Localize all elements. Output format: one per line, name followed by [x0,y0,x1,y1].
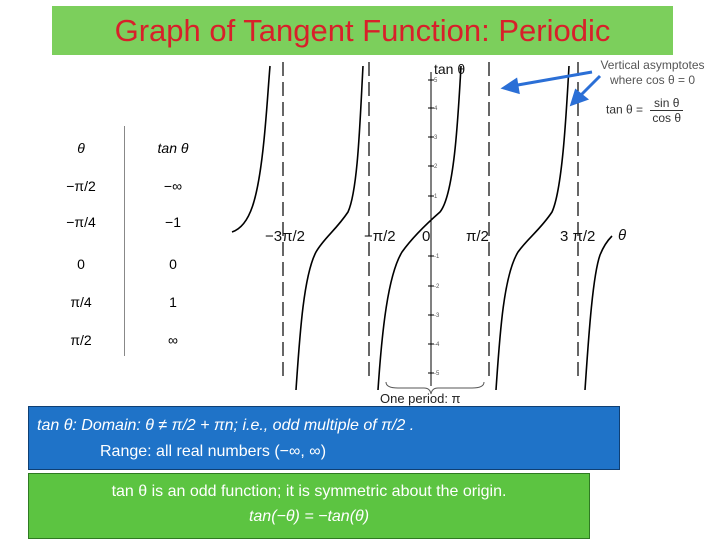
slide-title: Graph of Tangent Function: Periodic [114,12,611,48]
callout-arrows [500,70,602,107]
x-tick-pi2: π/2 [466,228,489,245]
domain-range-box: tan θ: Domain: θ ≠ π/2 + πn; i.e., odd m… [28,406,620,470]
y-tick-4: 4 [434,106,438,112]
y-tick-3: 3 [434,135,438,141]
y-tick-2: 2 [434,164,438,170]
odd-function-box: tan θ is an odd function; it is symmetri… [28,473,590,539]
table-cell-theta: π/4 [70,294,92,310]
table-divider [124,126,125,356]
y-ticks [428,79,434,374]
y-tick-neg5: -5 [434,371,440,377]
y-axis-label: tan θ [434,61,466,77]
branch-center [377,65,462,391]
asymptotes [282,62,579,380]
table-row: 0 0 [34,256,234,290]
branch-far-left [231,65,271,233]
branch-far-right [584,235,613,391]
table-cell-tan: −1 [165,214,181,230]
y-tick-neg4: -4 [434,342,440,348]
table-cell-theta: π/2 [70,332,92,348]
table-header-row: θ tan θ [34,140,234,174]
identity-numerator: sin θ [650,96,684,111]
branch-left [295,65,364,391]
period-label: One period: π [380,391,461,406]
period-brace [385,381,485,395]
tangent-curves [231,65,613,391]
x-axis-label: θ [618,227,627,244]
table-cell-tan: ∞ [168,332,178,348]
x-tick-0: 0 [422,228,431,245]
table-header-tan: tan θ [157,140,189,156]
odd-identity-line: tan(−θ) = −tan(θ) [248,508,370,525]
odd-function-line: tan θ is an odd function; it is symmetri… [111,483,507,500]
table-cell-tan: 0 [169,256,177,272]
table-cell-tan: 1 [169,294,177,310]
y-tick-5: 5 [434,78,438,84]
title-bar: Graph of Tangent Function: Periodic [52,6,673,55]
y-tick-neg3: -3 [434,313,440,319]
table-row: π/4 1 [34,294,234,328]
table-row: −π/2 −∞ [34,178,234,212]
tangent-identity: tan θ = sin θ cos θ [606,96,684,125]
table-cell-theta: −π/2 [66,178,96,194]
identity-fraction: sin θ cos θ [650,96,684,125]
x-tick-3pi2: 3 π/2 [560,228,596,245]
table-row: −π/4 −1 [34,214,234,248]
domain-line: tan θ: Domain: θ ≠ π/2 + πn; i.e., odd m… [37,417,415,434]
table-header-theta: θ [77,140,85,156]
y-tick-neg2: -2 [434,284,440,290]
identity-lhs: tan θ = [606,102,644,117]
identity-denominator: cos θ [652,111,682,125]
range-line: Range: all real numbers (−∞, ∞) [100,443,327,460]
branch-right [495,65,570,391]
table-cell-tan: −∞ [163,178,183,194]
table-cell-theta: 0 [77,256,85,272]
y-tick-neg1: -1 [434,254,440,260]
y-tick-labels: 5 4 3 2 1 -1 -2 -3 -4 -5 [434,78,440,377]
table-cell-theta: −π/4 [66,214,96,230]
table-row: π/2 ∞ [34,332,234,366]
x-tick-negpi2: −π/2 [364,228,396,245]
y-tick-1: 1 [434,194,438,200]
asymptote-note: Vertical asymptotes where cos θ = 0 [600,58,705,87]
x-tick-neg3pi2: −3π/2 [265,228,305,245]
